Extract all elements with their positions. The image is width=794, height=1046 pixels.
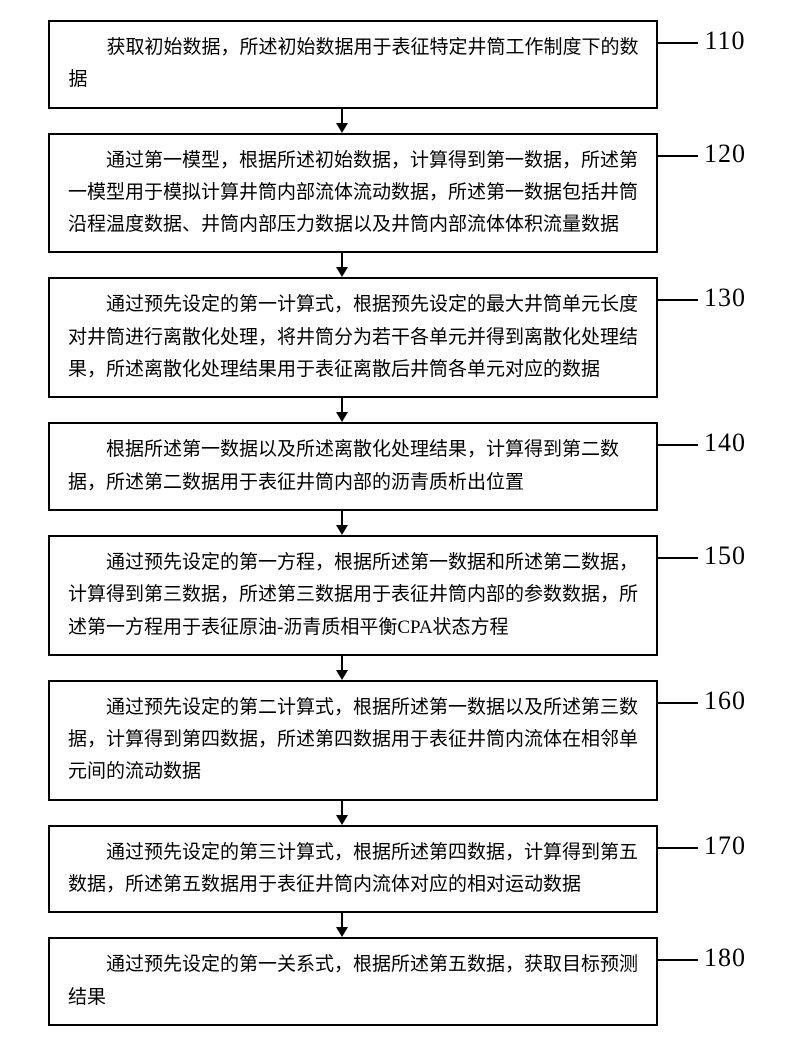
step-label: 150 [698,541,746,571]
flow-arrow [37,398,647,422]
flow-step-row: 通过预先设定的第一方程，根据所述第一数据和所述第二数据，计算得到第三数据，所述第… [10,535,784,656]
arrow-wrapper [10,913,784,937]
flow-step-row: 通过第一模型，根据所述初始数据，计算得到第一数据，所述第一模型用于模拟计算井筒内… [10,133,784,254]
flow-step-box: 根据所述第一数据以及所述离散化处理结果，计算得到第二数据，所述第二数据用于表征井… [48,422,658,511]
arrow-wrapper [10,656,784,680]
flow-step-box: 获取初始数据，所述初始数据用于表征特定井筒工作制度下的数据 [48,20,658,109]
label-connector [658,299,698,319]
flow-step-box: 通过预先设定的第三计算式，根据所述第四数据，计算得到第五数据，所述第五数据用于表… [48,825,658,914]
arrow-wrapper [10,801,784,825]
flow-step-row: 根据所述第一数据以及所述离散化处理结果，计算得到第二数据，所述第二数据用于表征井… [10,422,784,511]
label-connector [658,847,698,867]
label-connector [658,702,698,722]
flow-step-box: 通过预先设定的第一方程，根据所述第一数据和所述第二数据，计算得到第三数据，所述第… [48,535,658,656]
flow-arrow [37,801,647,825]
flow-step-box: 通过预先设定的第一计算式，根据预先设定的最大井筒单元长度对井筒进行离散化处理，将… [48,277,658,398]
flow-step-box: 通过预先设定的第二计算式，根据所述第一数据以及所述第三数据，计算得到第四数据，所… [48,680,658,801]
flow-arrow [37,913,647,937]
flowchart-container: 获取初始数据，所述初始数据用于表征特定井筒工作制度下的数据 110 通过第一模型，… [10,20,784,1026]
arrow-wrapper [10,398,784,422]
label-connector [658,557,698,577]
flow-step-row: 通过预先设定的第二计算式，根据所述第一数据以及所述第三数据，计算得到第四数据，所… [10,680,784,801]
step-label: 120 [698,139,746,169]
flow-arrow [37,253,647,277]
label-connector [658,444,698,464]
arrow-wrapper [10,511,784,535]
step-label: 140 [698,428,746,458]
step-label: 130 [698,283,746,313]
step-label: 160 [698,686,746,716]
flow-step-box: 通过预先设定的第一关系式，根据所述第五数据，获取目标预测结果 [48,937,658,1026]
flow-arrow [37,109,647,133]
step-label: 180 [698,943,746,973]
label-connector [658,959,698,979]
flow-arrow [37,511,647,535]
flow-step-box: 通过第一模型，根据所述初始数据，计算得到第一数据，所述第一模型用于模拟计算井筒内… [48,133,658,254]
flow-step-row: 通过预先设定的第一关系式，根据所述第五数据，获取目标预测结果 180 [10,937,784,1026]
flow-step-row: 通过预先设定的第一计算式，根据预先设定的最大井筒单元长度对井筒进行离散化处理，将… [10,277,784,398]
label-connector [658,42,698,62]
arrow-wrapper [10,109,784,133]
flow-step-row: 通过预先设定的第三计算式，根据所述第四数据，计算得到第五数据，所述第五数据用于表… [10,825,784,914]
label-connector [658,155,698,175]
flow-arrow [37,656,647,680]
flow-step-row: 获取初始数据，所述初始数据用于表征特定井筒工作制度下的数据 110 [10,20,784,109]
step-label: 110 [698,26,745,56]
arrow-wrapper [10,253,784,277]
step-label: 170 [698,831,746,861]
